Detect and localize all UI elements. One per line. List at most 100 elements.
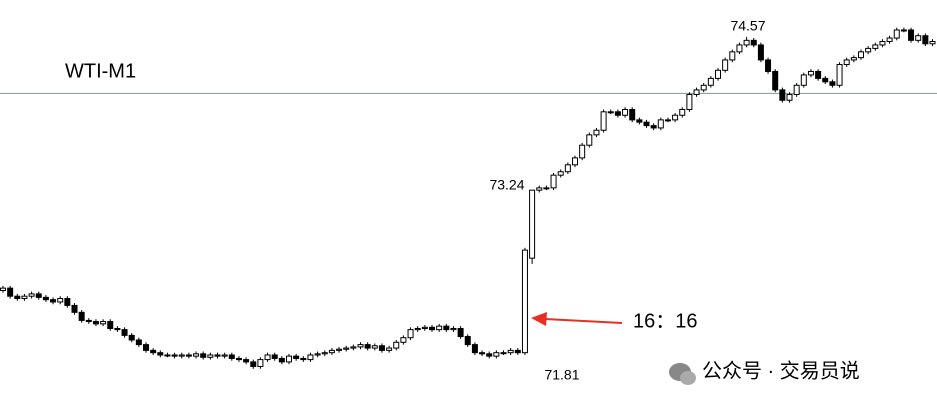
candle-body	[378, 345, 385, 351]
candle-body	[221, 354, 228, 357]
candle-body	[200, 353, 207, 358]
candle-body	[593, 129, 600, 136]
candle-body	[550, 174, 557, 189]
candle-body	[371, 345, 378, 349]
candle-body	[872, 44, 879, 49]
arrow-shaft	[544, 318, 623, 324]
candle-body	[450, 327, 457, 331]
candle-body	[736, 44, 743, 53]
candle-body	[143, 344, 149, 351]
candle-body	[800, 74, 807, 86]
candle-body	[743, 39, 750, 46]
candle-body	[150, 349, 157, 354]
candle-body	[636, 119, 643, 123]
candle-body	[135, 339, 142, 346]
candle-body	[300, 357, 307, 361]
candle-body	[314, 353, 321, 356]
annotation: 74.57	[730, 18, 765, 34]
candle-body	[915, 35, 922, 41]
candle-body	[793, 84, 800, 96]
candle-body	[214, 354, 221, 357]
candle-body	[193, 353, 200, 357]
candle-body	[28, 293, 35, 297]
candle-body	[693, 89, 700, 96]
candle-body	[686, 94, 693, 110]
candle-body	[700, 84, 707, 91]
candle-body	[85, 319, 92, 323]
candle-body	[529, 189, 536, 259]
candle-body	[78, 311, 85, 321]
candle-body	[328, 349, 335, 354]
candle-body	[521, 249, 528, 354]
candle-body	[393, 341, 400, 349]
candle-body	[858, 51, 864, 59]
candle-body	[786, 94, 793, 101]
candle-body	[71, 304, 78, 313]
candle-body	[464, 336, 471, 346]
candle-body	[235, 357, 242, 361]
candle-body	[486, 353, 493, 357]
candle-body	[493, 352, 500, 357]
candle-body	[107, 321, 114, 329]
candle-body	[307, 354, 314, 361]
candle-body	[35, 293, 42, 298]
candle-body	[243, 359, 250, 363]
candle-body	[171, 354, 178, 357]
candle-body	[357, 344, 364, 348]
candle-body	[922, 35, 929, 45]
candle-body	[815, 70, 822, 79]
candle-body	[650, 125, 657, 129]
candle-body	[157, 352, 164, 356]
candle-body	[293, 355, 300, 359]
candle-body	[822, 77, 829, 83]
candle-body	[622, 108, 629, 116]
candle-body	[679, 108, 686, 116]
candle-body	[436, 325, 443, 331]
candle-body	[21, 295, 28, 300]
candle-body	[664, 119, 671, 122]
candle-body	[14, 295, 21, 300]
arrow-head	[531, 312, 547, 326]
candle-body	[228, 354, 235, 359]
candle-body	[42, 296, 49, 301]
candle-body	[7, 287, 14, 297]
candle-body	[164, 354, 171, 357]
candle-body	[400, 337, 407, 343]
candle-body	[779, 89, 786, 101]
candle-body	[543, 187, 550, 190]
candle-body	[643, 121, 650, 127]
chart-title: WTI-M1	[65, 60, 136, 82]
candle-body	[364, 344, 371, 349]
candle-body	[657, 119, 664, 129]
annotation: 16：16	[633, 310, 698, 332]
candle-body	[586, 134, 593, 146]
candle-body	[114, 327, 121, 331]
candle-body	[178, 354, 185, 357]
candle-body	[336, 348, 343, 351]
candle-body	[57, 298, 64, 303]
candle-body	[908, 29, 915, 41]
watermark-icon	[669, 363, 696, 385]
candle-body	[772, 70, 779, 91]
candle-body	[500, 352, 507, 355]
candle-body	[557, 171, 564, 176]
candle-body	[350, 346, 357, 349]
candle-body	[479, 352, 486, 355]
candle-body	[343, 347, 350, 350]
candle-body	[321, 352, 328, 355]
candle-body	[750, 39, 757, 46]
candle-body	[457, 327, 464, 338]
candle-body	[271, 354, 278, 359]
candle-body	[507, 349, 514, 354]
candle-body	[843, 59, 850, 66]
candle-body	[257, 359, 264, 368]
candle-body	[929, 40, 936, 45]
candle-body	[64, 298, 71, 306]
candle-body	[579, 144, 586, 159]
watermark: 公众号 · 交易员说	[702, 359, 860, 382]
candle-body	[886, 37, 893, 42]
candle-body	[722, 59, 729, 71]
candle-body	[564, 164, 571, 173]
candle-body	[50, 299, 57, 303]
